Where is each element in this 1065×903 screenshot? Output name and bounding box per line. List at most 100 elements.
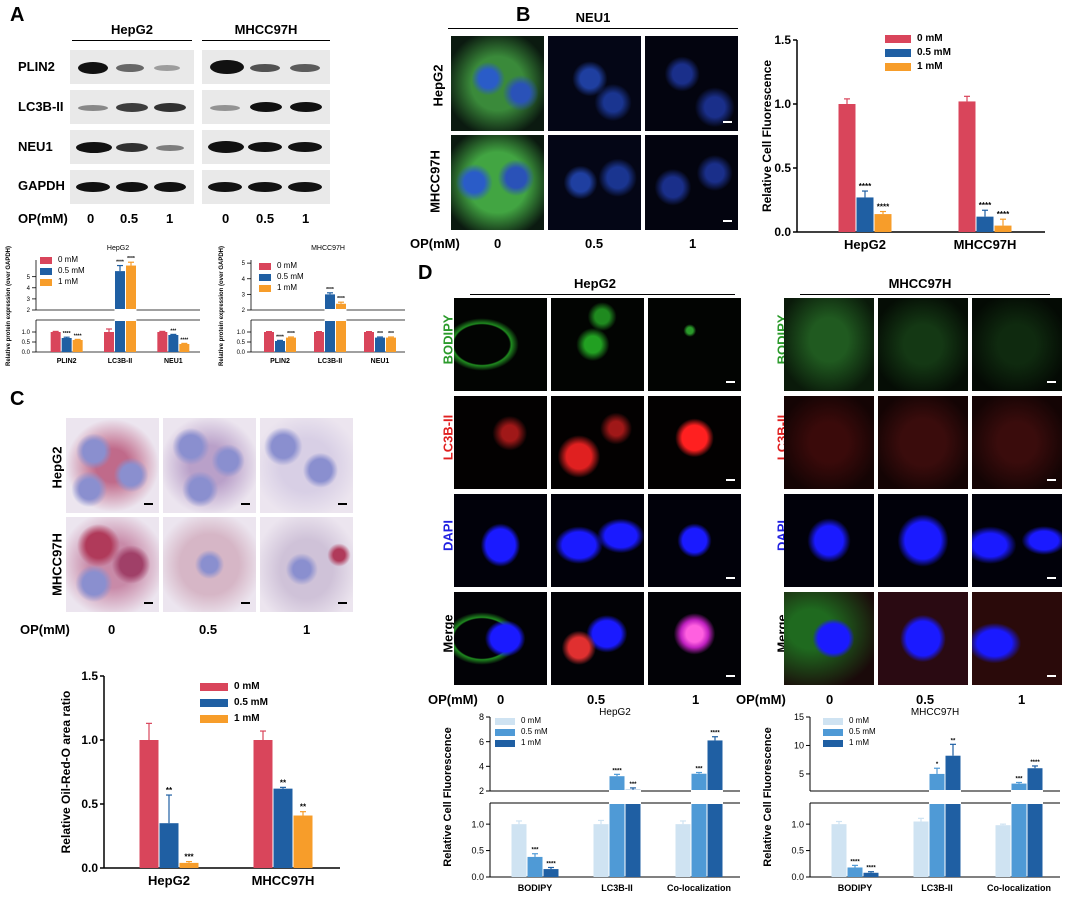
significance-label: **** — [127, 256, 135, 262]
blot-op-value: 1 — [166, 211, 174, 226]
y-tick-label: 0.5 — [237, 340, 246, 346]
blot-strip — [202, 130, 330, 164]
significance-label: **** — [1030, 760, 1040, 766]
micrograph-neu1-mhcc97h-1 — [645, 135, 738, 230]
axis-break-gap — [335, 309, 347, 321]
significance-label: ** — [280, 778, 287, 787]
significance-label: *** — [377, 331, 383, 337]
significance-label: **** — [180, 337, 188, 343]
blot-label-gapdh: GAPDH — [18, 178, 65, 193]
blot-op-value: 0 — [87, 211, 95, 226]
micrograph-d-mhcc97h — [878, 298, 968, 391]
bar — [856, 197, 874, 232]
bar — [273, 788, 293, 868]
bar — [314, 332, 324, 352]
d-op-value: 0.5 — [916, 692, 935, 707]
blot-strip — [202, 170, 330, 204]
legend-label: 0.5 mM — [917, 47, 951, 58]
bar — [625, 789, 641, 877]
blot-op-value: 0.5 — [120, 211, 139, 226]
legend-label: 0 mM — [58, 255, 78, 264]
y-tick-label: 1.0 — [81, 733, 98, 747]
y-tick-label: 0.0 — [22, 350, 31, 356]
bar — [179, 344, 190, 352]
y-tick-label: 1.0 — [791, 819, 804, 829]
bar — [157, 332, 168, 352]
y-tick-label: 0.0 — [81, 861, 98, 875]
oilredo-image — [163, 418, 256, 513]
legend-label: 0 mM — [277, 261, 297, 270]
bar — [139, 740, 159, 868]
significance-label: ** — [166, 786, 173, 795]
micrograph-d-mhcc97h — [784, 396, 874, 489]
chart-title: MHCC97H — [311, 245, 345, 252]
micrograph-d-mhcc97h — [972, 592, 1062, 685]
y-tick-label: 1.5 — [774, 33, 791, 47]
legend-swatch — [823, 740, 843, 747]
micrograph-d-hepg2 — [454, 494, 547, 587]
significance-label: ** — [300, 803, 307, 812]
micrograph-d-mhcc97h — [878, 396, 968, 489]
micrograph-d-hepg2 — [454, 298, 547, 391]
oilredo-image — [66, 517, 159, 612]
bar — [168, 335, 179, 352]
significance-label: **** — [877, 203, 890, 212]
x-category-label: BODIPY — [838, 883, 873, 893]
micrograph-d-hepg2 — [648, 298, 741, 391]
d-op-value: 1 — [1018, 692, 1026, 707]
y-axis-label: Relative protein expression (over GAPDH) — [6, 246, 12, 366]
significance-label: *** — [170, 328, 176, 334]
micrograph-d-mhcc97h — [972, 396, 1062, 489]
blot-strip — [70, 170, 194, 204]
y-tick-label: 0.5 — [774, 161, 791, 175]
y-tick-label: 4 — [242, 277, 246, 283]
micrograph-neu1-hepg2-05 — [548, 36, 641, 131]
bar — [593, 824, 609, 877]
d-op-label: OP(mM) — [428, 692, 478, 707]
y-tick-label: 3 — [242, 292, 246, 298]
y-tick-label: 0.5 — [22, 340, 31, 346]
legend-swatch — [885, 63, 911, 71]
x-category-label: NEU1 — [371, 358, 390, 365]
bar — [929, 773, 945, 877]
micrograph-neu1-mhcc97h-0 — [451, 135, 544, 230]
bar — [61, 338, 72, 352]
micrograph-d-mhcc97h — [784, 494, 874, 587]
neu1-op-value: 0 — [494, 236, 502, 251]
neu1-title: NEU1 — [575, 10, 611, 25]
significance-label: *** — [388, 331, 394, 337]
micrograph-d-mhcc97h — [878, 592, 968, 685]
y-tick-label: 5 — [242, 261, 246, 267]
micrograph-d-mhcc97h — [784, 298, 874, 391]
significance-label: *** — [531, 848, 539, 854]
bar — [1027, 768, 1043, 877]
panel-label-d: D — [418, 262, 433, 284]
oilredo-image — [163, 517, 256, 612]
legend-swatch — [259, 285, 271, 292]
micrograph-d-hepg2 — [454, 592, 547, 685]
bar — [1011, 783, 1027, 877]
legend-swatch — [200, 683, 228, 691]
y-tick-label: 1.0 — [471, 819, 484, 829]
y-tick-label: 2 — [479, 786, 484, 796]
blot-label-lc3b: LC3B-II — [18, 99, 64, 114]
significance-label: **** — [850, 859, 860, 865]
legend-swatch — [495, 729, 515, 736]
legend-swatch — [40, 268, 52, 275]
micrograph-neu1-hepg2-1 — [645, 36, 738, 131]
y-tick-label: 0.0 — [471, 872, 484, 882]
micrograph-d-hepg2 — [551, 298, 644, 391]
panel-label-a: A — [10, 4, 25, 26]
significance-label: **** — [276, 334, 284, 340]
bar — [275, 341, 285, 352]
x-category-label: LC3B-II — [108, 358, 133, 365]
oil-op-value: 0 — [108, 622, 116, 637]
legend-label: 0.5 mM — [58, 266, 85, 275]
blot-strip — [202, 90, 330, 124]
micrograph-d-hepg2 — [648, 396, 741, 489]
d-op-value: 1 — [692, 692, 700, 707]
axis-break-gap — [609, 790, 625, 804]
legend-label: 1 mM — [917, 61, 943, 72]
panel-d-mhcc97h-line — [800, 294, 1050, 295]
legend-swatch — [40, 257, 52, 264]
